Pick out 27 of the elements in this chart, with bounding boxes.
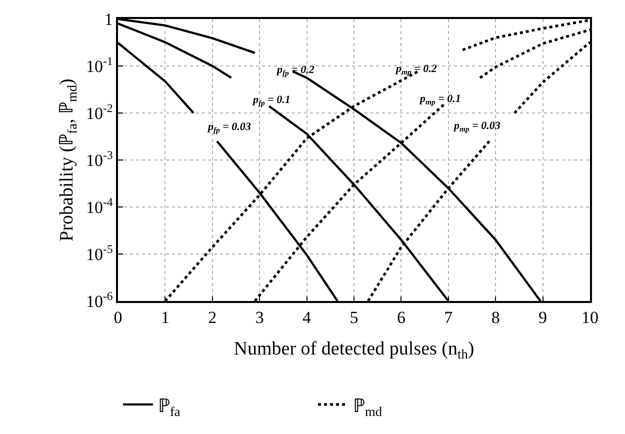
x-tick-label: 10 (582, 308, 598, 328)
legend-label: ℙ$_{fa}$ (158, 396, 180, 419)
y-tick-label: 10$^{-4}$ (86, 194, 113, 217)
x-tick-label: 1 (160, 308, 170, 328)
y-tick-label: 10$^{-1}$ (86, 54, 113, 76)
y-tick-label: 10$^{-5}$ (86, 242, 113, 264)
x-tick-label: 9 (538, 308, 548, 328)
y-tick-label: 10$^{-3}$ (86, 148, 113, 170)
x-tick-label: 7 (444, 308, 454, 328)
x-tick-label: 4 (302, 308, 312, 328)
annotation: p$_{mp}$ = 0.2 (395, 63, 438, 76)
y-tick-label: 10$^{-6}$ (86, 288, 113, 311)
annotation: p$_{fp}$ = 0.2 (276, 64, 315, 78)
x-tick-label: 8 (491, 308, 500, 328)
legend-label: ℙ$_{md}$ (353, 396, 382, 419)
x-tick-label: 3 (255, 308, 264, 328)
x-tick-label: 6 (396, 308, 406, 328)
y-tick-label: 10$^{-2}$ (86, 100, 113, 123)
y-tick-label: 1 (104, 10, 113, 29)
x-axis-title: Number of detected pulses (n$_{th}$) (234, 338, 474, 362)
x-tick-label: 0 (114, 308, 122, 328)
annotation: p$_{mp}$ = 0.03 (453, 120, 501, 134)
annotation: p$_{fp}$ = 0.03 (207, 121, 252, 134)
x-tick-label: 5 (350, 308, 358, 328)
annotation: p$_{fp}$ = 0.1 (252, 94, 290, 108)
annotation: p$_{mp}$ = 0.1 (419, 93, 461, 106)
x-tick-label: 2 (208, 308, 217, 328)
